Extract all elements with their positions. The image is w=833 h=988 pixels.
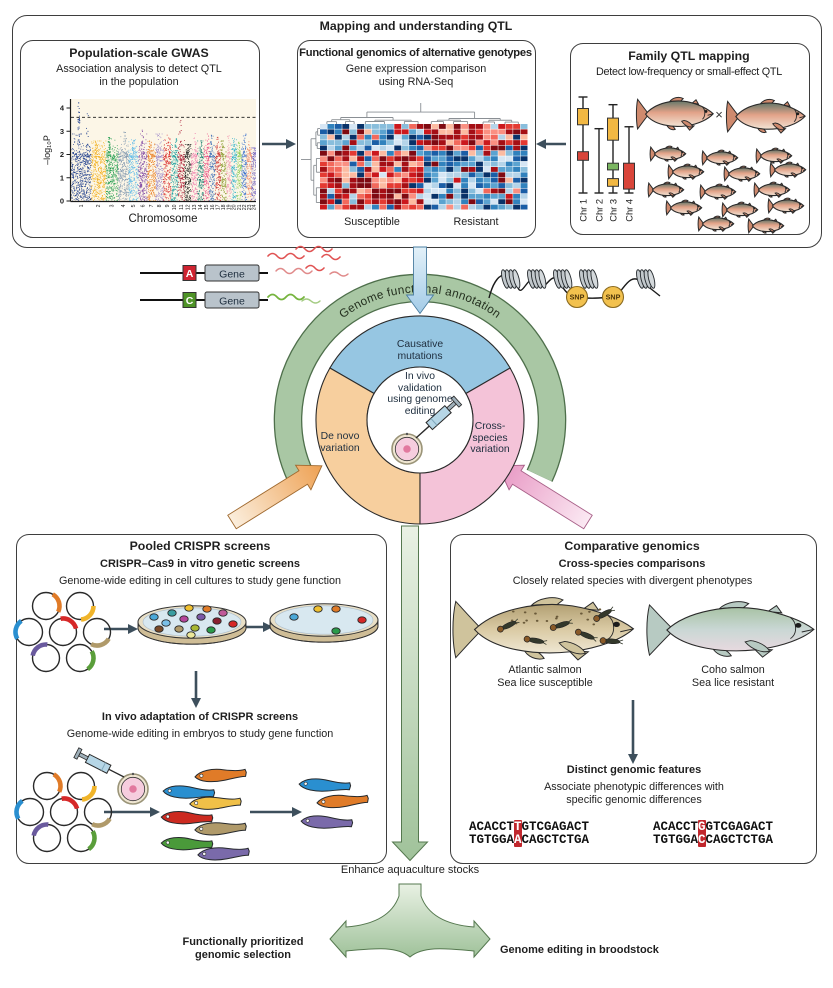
coho-salmon-label: Coho salmon Sea lice resistant: [653, 664, 813, 689]
atlantic-salmon-name: Atlantic salmon: [508, 664, 582, 676]
gwas-title: Population-scale GWAS: [69, 46, 209, 60]
arc-label: Genome functional annotation: [336, 281, 503, 321]
family-subtitle: Detect low-frequency or small-effect QTL: [595, 66, 782, 78]
seq-text: TGTGGA: [469, 832, 515, 847]
gene-label-c: Gene: [219, 296, 245, 308]
donut-center-label: In vivo validation using genome editing: [387, 371, 453, 417]
comparative-title: Comparative genomics: [564, 539, 700, 553]
donut-crossspecies-label: Cross- species variation: [470, 421, 510, 456]
gene-label-a: Gene: [219, 269, 245, 281]
atlantic-salmon-label: Atlantic salmon Sea lice susceptible: [465, 664, 625, 689]
allele-a-gene-diagram: A Gene: [140, 264, 268, 282]
nucleosome-icon: [527, 269, 547, 289]
seq-text: CAGCTCTGA: [521, 832, 590, 847]
snp-label: SNP: [570, 293, 585, 302]
sequence-resistant: ACACCTGGTCGAGACT TGTGGACCAGCTCTGA: [653, 820, 774, 847]
seq-text: ACACCT: [653, 820, 699, 834]
gwas-subtitle: Association analysis to detect QTL in th…: [56, 63, 222, 88]
seq-text: GTCGAGACT: [521, 820, 590, 834]
qtl-to-validation-arrow: [405, 246, 435, 315]
atlantic-salmon-trait: Sea lice susceptible: [497, 676, 593, 689]
seq-text: GTCGAGACT: [705, 820, 774, 834]
snp-marker: SNP: [601, 285, 625, 309]
crispr-title: Pooled CRISPR screens: [129, 539, 271, 553]
crispr-to-validation-arrow: [227, 464, 323, 530]
enhance-stocks-arrow: [391, 525, 429, 862]
seq-line: TGTGGACCAGCTCTGA: [653, 832, 774, 847]
donut-denovo-label: De novo variation: [320, 431, 360, 454]
allele-c-label: C: [186, 295, 194, 307]
snp-variant-highlight: C: [698, 832, 706, 847]
seq-line: TGTGGAACAGCTCTGA: [469, 832, 590, 847]
seq-text: CAGCTCTGA: [705, 832, 774, 847]
embryo-egg-icon: [391, 432, 423, 465]
allele-a-label: A: [186, 268, 194, 280]
snp-marker: SNP: [565, 285, 589, 309]
comparative-to-validation-arrow: [497, 464, 593, 530]
functional-subtitle: Gene expression comparison using RNA-Seq: [345, 63, 487, 88]
coho-salmon-name: Coho salmon: [701, 664, 765, 676]
section-title: Mapping and understanding QTL: [319, 19, 513, 33]
seq-text: TGTGGA: [653, 832, 699, 847]
nucleosome-icon: [501, 269, 521, 289]
outcome-left-label: Functionally prioritized genomic selecti…: [182, 936, 304, 961]
rna-transcript: [329, 271, 349, 277]
heatmap-group-susceptible: Susceptible: [344, 216, 400, 228]
rna-transcript: [301, 298, 321, 304]
comparative-sub1: Cross-species comparisons: [558, 558, 706, 570]
rna-transcript: [275, 267, 313, 275]
comparative-sub2: Closely related species with divergent p…: [512, 575, 753, 587]
svg-text:Genome functional annotation: Genome functional annotation: [336, 281, 504, 321]
crispr-invitro-subtitle: Genome-wide editing in cell cultures to …: [58, 575, 342, 587]
snp-variant-highlight: T: [514, 820, 522, 834]
panel-comparative-genomics: [450, 534, 817, 864]
nucleosome-icon: [579, 269, 599, 289]
snp-label: SNP: [606, 293, 621, 302]
features-subtitle: Associate phenotypic differences with sp…: [544, 781, 724, 806]
seq-line: ACACCTGGTCGAGACT: [653, 820, 774, 834]
rna-transcript: [321, 253, 341, 261]
seq-text: ACACCT: [469, 820, 515, 834]
crispr-invivo-subtitle: Genome-wide editing in embryos to study …: [66, 728, 334, 740]
nucleosome-icon: [553, 269, 573, 289]
outcome-split-arrow: [329, 883, 491, 959]
heatmap-group-resistant: Resistant: [453, 216, 499, 228]
rna-transcript: [267, 252, 305, 260]
crispr-invivo-title: In vivo adaptation of CRISPR screens: [101, 711, 299, 723]
features-title: Distinct genomic features: [566, 764, 702, 776]
nucleosome-snp-diagram: SNP SNP: [488, 269, 661, 309]
functional-title: Functional genomics of alternative genot…: [299, 47, 532, 59]
manhattan-plot: [71, 99, 256, 202]
snp-variant-highlight: A: [514, 832, 522, 847]
sequence-susceptible: ACACCTTGTCGAGACT TGTGGAACAGCTCTGA: [469, 820, 590, 847]
allele-c-gene-diagram: C Gene: [140, 291, 268, 309]
family-title: Family QTL mapping: [628, 49, 750, 63]
snp-variant-highlight: G: [698, 820, 706, 834]
rna-transcript: [267, 293, 305, 301]
outcome-right-label: Genome editing in broodstock: [500, 944, 659, 956]
rna-transcript: [305, 264, 325, 272]
expression-heatmap: [299, 100, 531, 212]
enhance-stocks-label: Enhance aquaculture stocks: [340, 864, 480, 876]
nucleosome-icon: [636, 269, 656, 289]
crispr-invitro-title: CRISPR–Cas9 in vitro genetic screens: [100, 558, 300, 570]
donut-causative-label: Causative mutations: [396, 339, 444, 362]
seq-line: ACACCTTGTCGAGACT: [469, 820, 590, 834]
coho-salmon-trait: Sea lice resistant: [691, 676, 775, 689]
